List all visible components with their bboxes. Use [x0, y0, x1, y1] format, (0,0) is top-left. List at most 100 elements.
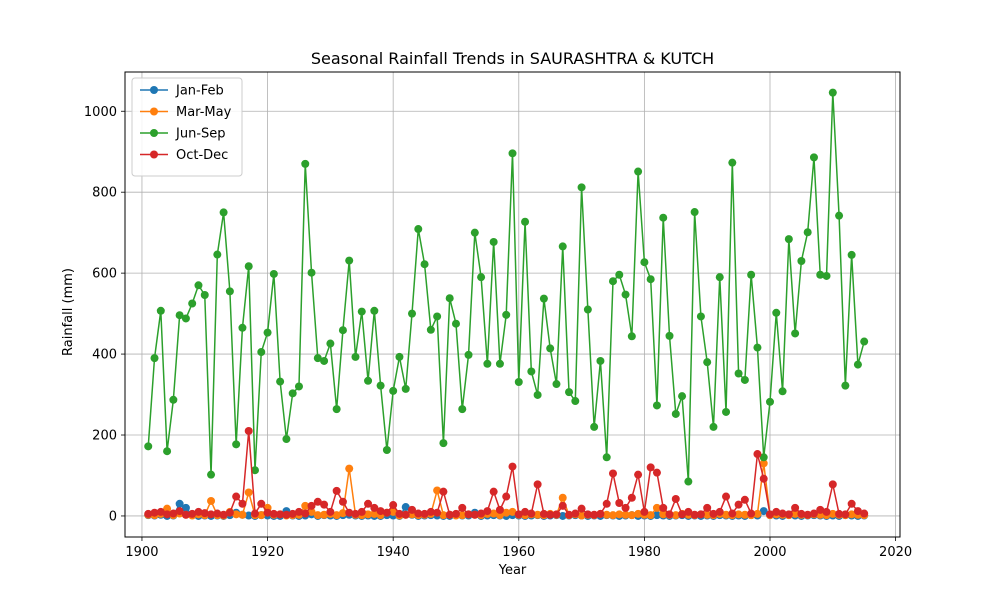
data-point-mar-may: [652, 503, 661, 512]
data-point-mar-may: [389, 507, 398, 516]
data-point-jun-sep: [652, 401, 661, 410]
data-point-oct-dec: [294, 507, 303, 516]
data-point-jun-sep: [451, 319, 460, 328]
data-point-jun-sep: [313, 354, 322, 363]
data-point-oct-dec: [351, 509, 360, 518]
data-point-oct-dec: [320, 500, 329, 509]
data-point-oct-dec: [514, 510, 523, 519]
data-point-jun-sep: [602, 453, 611, 462]
data-point-oct-dec: [646, 463, 655, 472]
data-point-jun-sep: [778, 387, 787, 396]
data-point-mar-may: [332, 511, 341, 520]
x-axis-label: Year: [498, 563, 527, 578]
data-point-oct-dec: [772, 507, 781, 516]
data-point-oct-dec: [577, 504, 586, 513]
data-point-jun-sep: [791, 329, 800, 338]
data-point-jun-sep: [797, 256, 806, 265]
data-point-jun-sep: [169, 395, 178, 404]
data-point-jun-sep: [627, 332, 636, 341]
chart-title: Seasonal Rainfall Trends in SAURASHTRA &…: [311, 49, 714, 68]
data-point-oct-dec: [251, 509, 259, 518]
data-point-jun-sep: [665, 331, 674, 340]
y-tick-label: 400: [92, 348, 117, 363]
data-point-oct-dec: [571, 509, 580, 518]
data-point-oct-dec: [395, 509, 404, 518]
data-point-mar-may: [345, 464, 354, 473]
data-point-oct-dec: [828, 480, 837, 489]
data-point-jun-sep: [495, 359, 504, 368]
data-point-oct-dec: [219, 510, 228, 519]
data-point-jun-sep: [156, 306, 165, 315]
data-point-oct-dec: [232, 492, 241, 501]
data-point-oct-dec: [269, 509, 278, 518]
data-point-mar-may: [753, 509, 762, 518]
data-point-jun-sep: [640, 258, 649, 267]
y-tick-label: 800: [92, 186, 117, 201]
data-point-mar-may: [703, 510, 712, 519]
data-point-oct-dec: [426, 507, 435, 516]
data-point-mar-may: [238, 510, 247, 519]
x-tick-label: 1980: [628, 545, 661, 560]
data-point-jan-feb: [244, 511, 253, 520]
legend-marker-oct-dec: [150, 150, 158, 159]
data-point-oct-dec: [753, 450, 762, 459]
data-point-jun-sep: [294, 382, 303, 391]
data-point-jun-sep: [552, 380, 561, 389]
data-point-mar-may: [646, 511, 655, 520]
data-point-oct-dec: [257, 499, 266, 508]
data-point-oct-dec: [709, 509, 718, 518]
data-point-mar-may: [489, 509, 498, 518]
x-tick-label: 1920: [251, 545, 284, 560]
data-point-oct-dec: [225, 508, 234, 517]
data-point-mar-may: [608, 511, 617, 520]
data-point-oct-dec: [175, 507, 184, 516]
data-point-oct-dec: [690, 510, 699, 519]
data-point-oct-dec: [822, 507, 831, 516]
data-point-jan-feb: [181, 503, 190, 512]
data-point-oct-dec: [263, 508, 272, 517]
data-point-jan-feb: [558, 511, 567, 520]
data-point-oct-dec: [451, 509, 460, 518]
data-point-oct-dec: [495, 505, 504, 514]
data-point-jun-sep: [458, 405, 467, 414]
data-point-jun-sep: [207, 470, 216, 479]
data-point-jun-sep: [426, 325, 435, 334]
legend-label-jun-sep: Jun-Sep: [175, 127, 226, 142]
data-point-jun-sep: [351, 352, 360, 361]
data-point-oct-dec: [803, 510, 812, 519]
data-point-jun-sep: [238, 323, 247, 332]
data-point-jun-sep: [740, 375, 749, 384]
data-point-oct-dec: [558, 501, 567, 510]
data-point-jun-sep: [401, 384, 410, 393]
data-point-jan-feb: [759, 507, 768, 516]
data-point-oct-dec: [740, 495, 749, 504]
data-point-oct-dec: [301, 509, 310, 518]
data-point-jun-sep: [803, 228, 812, 237]
data-point-jun-sep: [596, 356, 605, 365]
data-point-jun-sep: [853, 360, 862, 369]
data-point-jun-sep: [320, 356, 329, 365]
data-point-oct-dec: [458, 503, 467, 512]
data-point-oct-dec: [703, 503, 712, 512]
data-point-oct-dec: [144, 509, 153, 518]
data-point-mar-may: [307, 507, 316, 516]
data-point-jun-sep: [357, 307, 366, 316]
data-point-jun-sep: [332, 405, 341, 414]
data-point-oct-dec: [791, 503, 800, 512]
data-point-oct-dec: [238, 499, 247, 508]
data-point-jun-sep: [364, 376, 373, 385]
data-point-jun-sep: [370, 306, 379, 315]
data-point-jun-sep: [709, 422, 718, 431]
data-point-jun-sep: [307, 268, 316, 277]
data-point-oct-dec: [288, 509, 297, 518]
data-point-mar-may: [502, 508, 511, 517]
data-point-jun-sep: [659, 213, 668, 222]
data-point-jun-sep: [558, 242, 567, 251]
data-point-jun-sep: [809, 153, 818, 162]
data-point-jun-sep: [244, 262, 253, 271]
data-point-oct-dec: [414, 509, 423, 518]
data-point-mar-may: [458, 511, 467, 520]
data-point-jun-sep: [621, 290, 630, 299]
data-point-jun-sep: [301, 159, 310, 168]
data-point-mar-may: [508, 507, 517, 516]
